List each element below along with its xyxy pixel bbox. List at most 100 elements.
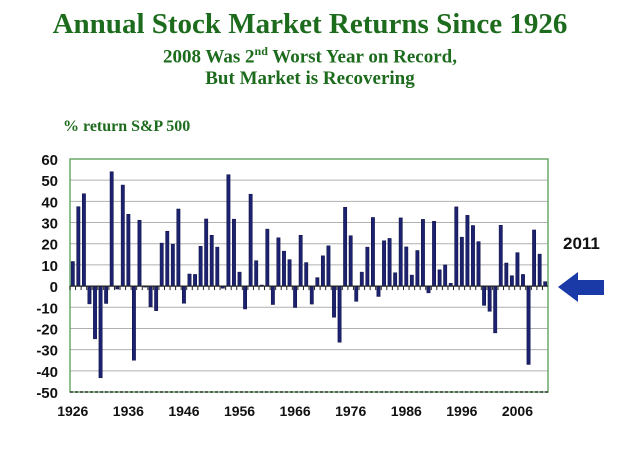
x-tick-label: 1966: [280, 403, 311, 419]
bar-2006: [515, 252, 520, 287]
y-tick-label: 0: [50, 279, 58, 296]
x-tick-label: 1936: [113, 403, 144, 419]
bar-1951: [209, 235, 214, 287]
bar-1984: [393, 272, 398, 287]
chart-subtitle-line1: 2008 Was 2nd Worst Year on Record,: [0, 44, 620, 68]
bar-1978: [359, 271, 364, 287]
bar-1996: [459, 236, 464, 287]
y-tick-label: -40: [36, 364, 58, 381]
bar-1974: [337, 285, 342, 343]
bar-1945: [176, 208, 181, 287]
bar-1950: [204, 218, 209, 287]
bar-1961: [265, 228, 270, 287]
bar-1937: [132, 285, 136, 361]
y-tick-label: 10: [41, 258, 58, 275]
bar-1931: [98, 285, 103, 379]
bar-1944: [170, 243, 175, 287]
bar-1965: [287, 259, 292, 287]
subtitle-superscript: nd: [254, 44, 268, 58]
bar-1946: [182, 285, 186, 304]
y-axis-label: % return S&P 500: [63, 118, 191, 135]
plot-border: [69, 158, 549, 393]
x-tick-label: 1946: [168, 403, 199, 419]
y-tick-label: -50: [36, 385, 58, 402]
bar-2011: [543, 281, 548, 287]
bar-1929: [87, 285, 92, 305]
y-tick-label: 50: [41, 173, 58, 190]
bar-1988: [415, 250, 420, 287]
bar-1991: [432, 221, 436, 287]
bar-1942: [159, 242, 164, 287]
bar-1956: [237, 271, 242, 287]
y-tick-label: -10: [36, 300, 58, 317]
bar-1970: [315, 277, 320, 287]
bar-1964: [282, 250, 286, 287]
bar-1940: [148, 285, 153, 308]
y-tick-label: -30: [36, 343, 58, 360]
bar-1952: [215, 246, 220, 287]
bar-1957: [243, 285, 247, 310]
bar-1930: [93, 285, 97, 340]
bar-1973: [332, 285, 336, 318]
bar-1993: [443, 264, 448, 287]
bar-2007: [521, 274, 525, 287]
x-tick-label: 1986: [391, 403, 422, 419]
bar-1966: [293, 285, 298, 308]
bar-2003: [498, 225, 503, 287]
callout-year-label: 2011: [563, 234, 600, 253]
bar-2000: [482, 285, 486, 306]
bar-1947: [187, 273, 192, 287]
bar-1992: [437, 269, 442, 287]
bar-1926: [70, 261, 75, 287]
chart-title: Annual Stock Market Returns Since 1926: [52, 8, 568, 40]
y-tick-label: 40: [41, 194, 58, 211]
bar-1976: [348, 235, 353, 287]
bar-1998: [471, 225, 475, 287]
left-arrow-icon: [558, 272, 604, 302]
bar-1982: [382, 240, 386, 287]
bar-2004: [504, 262, 509, 287]
x-tick-label: 2006: [502, 403, 533, 419]
bar-1936: [126, 214, 131, 287]
bar-2009: [532, 229, 537, 287]
bar-1943: [165, 230, 170, 287]
subtitle-text: 2008 Was 2: [163, 46, 255, 68]
bar-1981: [376, 285, 381, 297]
bar-1968: [304, 262, 309, 287]
bar-1967: [298, 235, 303, 287]
bar-1980: [371, 217, 375, 287]
bar-1938: [137, 219, 142, 287]
bar-1949: [198, 246, 203, 287]
bar-1954: [226, 174, 231, 287]
bar-1995: [454, 206, 459, 287]
bar-1932: [104, 285, 109, 304]
bar-1927: [76, 206, 81, 287]
y-tick-label: 30: [41, 216, 58, 233]
bar-1958: [248, 193, 253, 287]
bar-1983: [387, 238, 392, 287]
bar-1987: [409, 274, 414, 287]
y-tick-label: 60: [41, 152, 58, 169]
x-tick-label: 1996: [446, 403, 477, 419]
bar-1977: [354, 285, 359, 302]
bar-1963: [276, 237, 281, 287]
bar-1928: [81, 193, 86, 287]
bar-2001: [487, 285, 492, 312]
y-tick-label: -20: [36, 321, 58, 338]
bar-1955: [232, 218, 236, 287]
bar-1941: [154, 285, 159, 311]
bar-1986: [404, 246, 409, 287]
x-tick-label: 1956: [224, 403, 255, 419]
x-tick-label: 1976: [335, 403, 366, 419]
bar-1975: [343, 207, 348, 287]
bar-1972: [326, 245, 331, 287]
bar-2005: [509, 275, 514, 287]
bar-2002: [493, 285, 498, 334]
bar-1933: [109, 171, 114, 287]
bar-1999: [476, 241, 481, 287]
bar-1962: [270, 285, 275, 305]
bar-1959: [254, 260, 259, 287]
bar-1989: [421, 219, 425, 287]
bar-2010: [537, 253, 542, 287]
bar-1935: [120, 184, 125, 287]
